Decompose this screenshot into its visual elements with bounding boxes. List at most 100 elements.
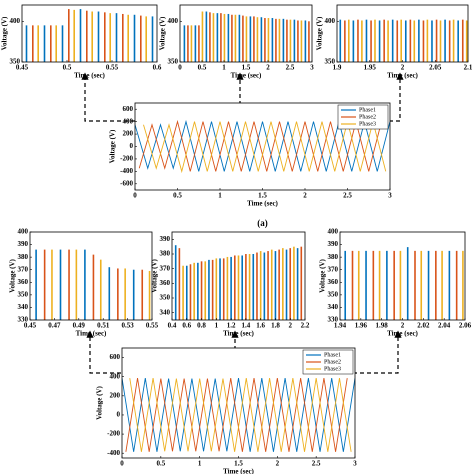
x-tick-label: 0.55	[146, 322, 159, 330]
y-tick-label: 400	[325, 17, 336, 25]
y-tick-label: 370	[160, 264, 171, 272]
y-tick-label: 400	[328, 228, 339, 236]
x-tick-label: 1.94	[334, 322, 347, 330]
x-tick-label: 0.47	[48, 322, 61, 330]
y-tick-label: 350	[18, 290, 29, 298]
y-axis-label: Voltage (V)	[159, 16, 167, 50]
y-tick-label: 390	[328, 240, 339, 248]
y-axis-label: Voltage (V)	[1, 16, 9, 50]
x-axis-label: Time (sec)	[223, 330, 254, 338]
x-axis-label: Time (sec)	[74, 72, 105, 80]
x-tick-label: 0.6	[153, 64, 162, 72]
y-axis-label: Voltage (V)	[316, 16, 324, 50]
x-tick-label: 0.55	[106, 64, 119, 72]
x-tick-label: 1.96	[355, 322, 368, 330]
x-tick-label: 1.5	[258, 192, 267, 200]
y-axis-label: Voltage (V)	[151, 258, 159, 292]
y-tick-label: 200	[123, 130, 134, 138]
y-tick-label: 360	[160, 279, 171, 287]
y-tick-label: 380	[18, 253, 29, 261]
x-tick-label: 0.5	[63, 64, 72, 72]
y-axis-label: Voltage (V)	[96, 385, 104, 419]
y-tick-label: 0	[117, 411, 121, 419]
chart: 0.4 0.6 0.8 1 1.2 1.4 1.6 1.8 2 2.2 340 350 360 370 38…	[151, 231, 310, 338]
plot-area	[337, 5, 468, 62]
plot-marks	[174, 245, 303, 320]
chart: 1.94 1.96 1.98 2 2.02 2.04 2.06 330 340 350 360 370…	[319, 228, 472, 338]
y-tick-label: 350	[10, 58, 21, 66]
x-tick-label: 0.49	[73, 322, 86, 330]
x-tick-label: 2	[401, 322, 405, 330]
x-axis-label: Time (sec)	[387, 330, 418, 338]
x-tick-label: 1.5	[234, 460, 243, 468]
x-tick-label: 2.06	[459, 322, 472, 330]
y-tick-label: 380	[328, 253, 339, 261]
y-tick-label: 330	[328, 316, 339, 324]
y-tick-label: 400	[168, 17, 179, 25]
x-tick-label: 1	[215, 322, 219, 330]
x-tick-label: 2.05	[429, 64, 442, 72]
x-tick-label: 2	[303, 192, 307, 200]
x-tick-label: 1.8	[271, 322, 280, 330]
plot-area	[30, 232, 152, 320]
x-tick-label: 2	[276, 460, 280, 468]
legend-label: Phase2	[324, 359, 341, 365]
y-tick-label: 350	[168, 58, 179, 66]
y-tick-label: 340	[328, 303, 339, 311]
x-tick-label: 1	[222, 64, 226, 72]
y-axis-label: Voltage (V)	[319, 258, 327, 292]
x-tick-label: 2.1	[464, 64, 473, 72]
x-tick-label: 3	[388, 192, 392, 200]
chart: 0 0.5 1 1.5 2 2.5 3 350 400 Time (sec) Voltage (V)	[159, 4, 314, 80]
x-tick-label: 1.5	[242, 64, 251, 72]
y-tick-label: 350	[328, 290, 339, 298]
x-tick-label: 1.4	[242, 322, 251, 330]
x-tick-label: 2.04	[438, 322, 451, 330]
y-tick-label: -400	[120, 167, 133, 175]
x-tick-label: 3	[353, 460, 357, 468]
x-tick-label: 1.9	[333, 64, 342, 72]
zoom-arrow	[86, 330, 170, 374]
x-tick-label: 1.6	[256, 322, 265, 330]
plot-marks	[25, 9, 154, 62]
axes-box	[171, 231, 306, 321]
x-tick-label: 0	[120, 460, 124, 468]
y-tick-label: 400	[110, 372, 121, 380]
x-tick-label: 0	[133, 192, 137, 200]
plot-area	[340, 232, 465, 320]
axes-box	[29, 231, 153, 321]
x-tick-label: 0.53	[121, 322, 134, 330]
x-tick-label: 1.98	[376, 322, 389, 330]
x-tick-label: 0.6	[182, 322, 191, 330]
y-tick-label: 360	[18, 278, 29, 286]
chart: 1.9 1.95 2 2.05 2.1 350 400 Time (sec) Voltage (…	[316, 4, 473, 80]
plot-marks	[135, 119, 390, 174]
x-tick-label: 2	[401, 64, 405, 72]
voltage-line	[138, 119, 382, 172]
x-tick-label: 2.5	[286, 64, 295, 72]
y-tick-label: 340	[160, 308, 171, 316]
voltage-line	[129, 378, 352, 452]
y-tick-label: 350	[160, 294, 171, 302]
x-tick-label: 1	[218, 192, 222, 200]
y-tick-label: -600	[120, 179, 133, 187]
y-tick-label: 400	[123, 117, 134, 125]
legend-label: Phase1	[359, 107, 376, 113]
legend-label: Phase3	[359, 121, 376, 127]
x-tick-label: 2.02	[417, 322, 430, 330]
x-tick-label: 2	[266, 64, 270, 72]
chart: 0.45 0.47 0.49 0.51 0.53 0.55 330 340 350 360 370 3…	[9, 228, 159, 338]
y-tick-label: 600	[123, 105, 134, 113]
chart: 0 0.5 1 1.5 2 2.5 3 -400 -200 0 200 400 600 Time (sec…	[96, 347, 357, 474]
y-tick-label: 380	[160, 250, 171, 258]
x-axis-label: Time (sec)	[231, 72, 262, 80]
x-tick-label: 2.5	[343, 192, 352, 200]
x-tick-label: 1	[198, 460, 202, 468]
y-tick-label: 330	[18, 316, 29, 324]
x-axis-label: Time (sec)	[247, 200, 278, 208]
x-axis-label: Time (sec)	[76, 330, 107, 338]
x-tick-label: 2.5	[312, 460, 321, 468]
y-tick-label: 340	[18, 303, 29, 311]
